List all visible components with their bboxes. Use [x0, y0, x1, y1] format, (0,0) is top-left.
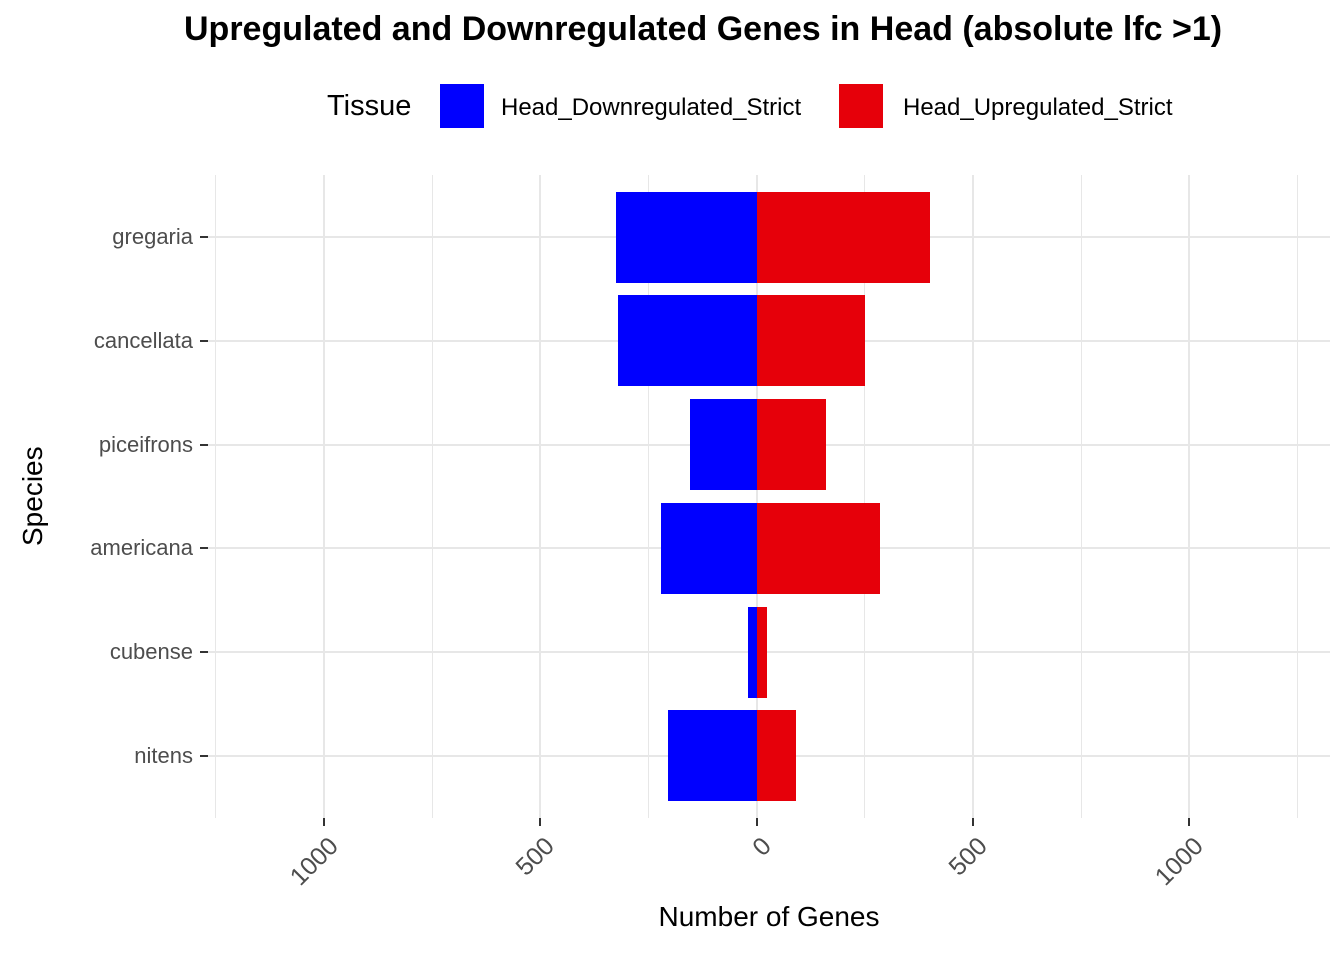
- y-tick-label-americana: americana: [90, 535, 193, 561]
- y-tick-label-cubense: cubense: [109, 639, 193, 665]
- gridline-major-vertical: [1188, 175, 1191, 818]
- gridline-major-vertical: [972, 175, 975, 818]
- y-tick-label-piceifrons: piceifrons: [98, 431, 193, 457]
- x-tick-mark: [1188, 818, 1191, 826]
- legend-label-upregulated: Head_Upregulated_Strict: [903, 94, 1173, 121]
- y-tick-label-gregaria: gregaria: [112, 224, 193, 250]
- bar-downregulated-americana: [661, 502, 757, 594]
- x-tick-mark: [755, 818, 758, 826]
- x-axis-title: Number of Genes: [658, 901, 880, 932]
- gridline-minor-vertical: [431, 175, 433, 818]
- plot-panel: gregaria cancellata piceifrons americana cub…: [90, 175, 1330, 891]
- bar-upregulated-cancellata: [756, 295, 865, 387]
- y-tick-mark: [200, 754, 208, 757]
- bar-upregulated-piceifrons: [756, 399, 826, 491]
- bar-upregulated-cubense: [756, 606, 768, 698]
- gridline-minor-vertical: [647, 175, 649, 818]
- bar-upregulated-nitens: [756, 710, 796, 802]
- chart-title: Upregulated and Downregulated Genes in H…: [184, 10, 1223, 48]
- gridline-horizontal: [208, 651, 1330, 654]
- y-tick-mark: [200, 236, 208, 239]
- bar-upregulated-gregaria: [756, 191, 930, 283]
- y-tick-mark: [200, 443, 208, 446]
- legend-swatch-downregulated: [440, 84, 484, 128]
- gridline-minor-vertical: [1080, 175, 1082, 818]
- gridline-major-vertical: [755, 175, 758, 818]
- y-tick-mark: [200, 651, 208, 654]
- bar-downregulated-nitens: [667, 710, 757, 802]
- legend-swatch-upregulated: [839, 84, 883, 128]
- y-axis-title: Species: [17, 446, 48, 547]
- gridline-major-vertical: [322, 175, 325, 818]
- bar-downregulated-gregaria: [616, 191, 757, 283]
- bar-upregulated-americana: [756, 502, 880, 594]
- bar-downregulated-cancellata: [618, 295, 757, 387]
- legend-label-downregulated: Head_Downregulated_Strict: [501, 94, 802, 121]
- y-tick-mark: [200, 547, 208, 550]
- gridline-minor-vertical: [1297, 175, 1299, 818]
- gridline-minor-vertical: [215, 175, 217, 818]
- gridline-minor-vertical: [864, 175, 866, 818]
- gridline-major-vertical: [539, 175, 542, 818]
- x-tick-mark: [972, 818, 975, 826]
- bar-downregulated-piceifrons: [689, 399, 757, 491]
- x-tick-mark: [539, 818, 542, 826]
- y-tick-label-nitens: nitens: [134, 742, 193, 768]
- x-tick-mark: [322, 818, 325, 826]
- y-tick-label-cancellata: cancellata: [93, 327, 193, 353]
- y-tick-mark: [200, 339, 208, 342]
- bar-downregulated-cubense: [748, 606, 757, 698]
- legend-title: Tissue: [327, 90, 412, 122]
